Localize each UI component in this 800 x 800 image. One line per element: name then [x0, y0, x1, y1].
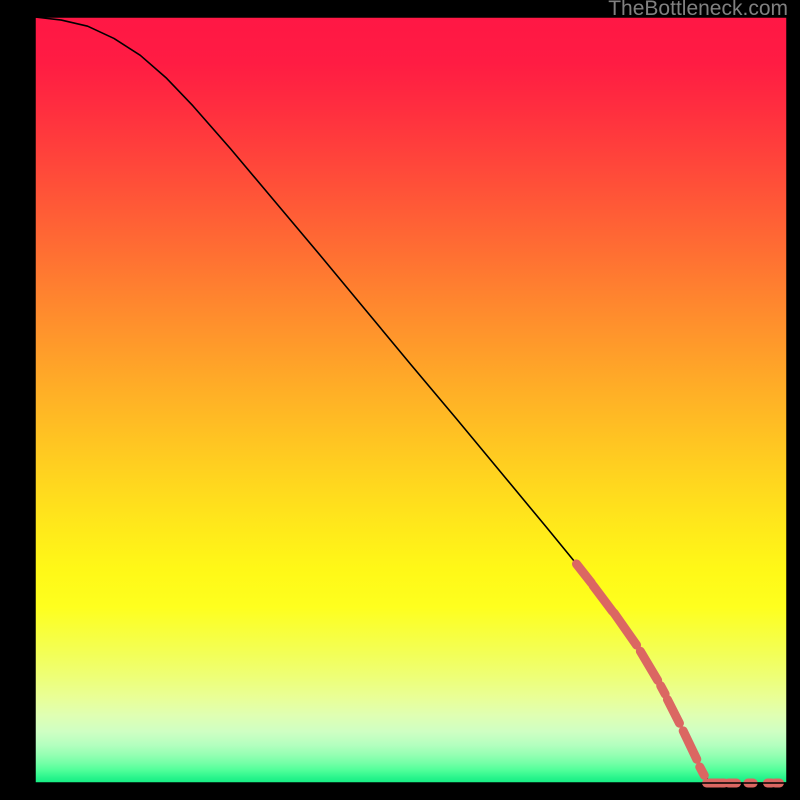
chart-svg	[0, 0, 800, 800]
chart-stage: TheBottleneck.com	[0, 0, 800, 800]
marker-dash	[700, 767, 705, 775]
gradient-background	[35, 17, 787, 783]
marker-dash	[661, 686, 666, 694]
